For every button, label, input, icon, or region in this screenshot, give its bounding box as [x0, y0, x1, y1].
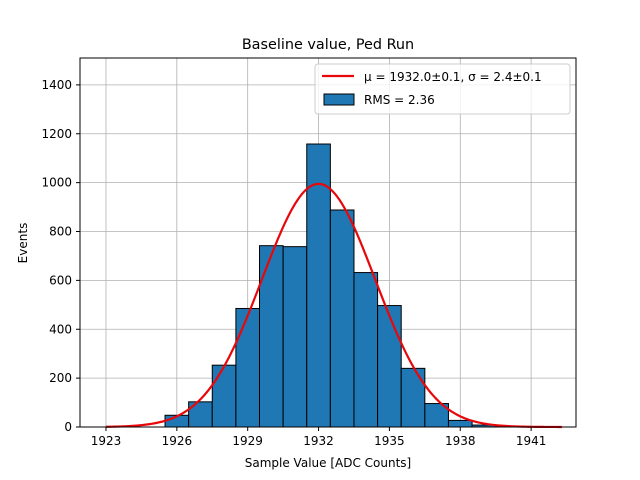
- x-tick-label: 1938: [445, 434, 476, 448]
- histogram-bar: [235, 307, 261, 428]
- y-axis-label: Events: [16, 223, 30, 264]
- legend-hist-label: RMS = 2.36: [364, 93, 435, 107]
- x-tick-label: 1923: [91, 434, 122, 448]
- histogram-bar: [211, 364, 237, 428]
- histogram-bar: [377, 305, 402, 428]
- x-axis-ticks: 1923 1926 1929 1932 1935 1938 1941: [91, 427, 547, 448]
- gaussian-fit: [105, 182, 562, 429]
- legend: μ = 1932.0±0.1, σ = 2.4±0.1 RMS = 2.36: [314, 63, 571, 115]
- histogram-bars: [164, 143, 520, 428]
- x-tick-label: 1929: [232, 434, 263, 448]
- x-tick-label: 1926: [162, 434, 193, 448]
- histogram-bar: [353, 272, 379, 428]
- x-tick-label: 1932: [303, 434, 334, 448]
- histogram-bar: [282, 246, 308, 428]
- x-axis-label: Sample Value [ADC Counts]: [245, 456, 411, 470]
- x-tick-label: 1935: [374, 434, 405, 448]
- gaussian-fit-curve: [105, 182, 562, 429]
- histogram-bar: [329, 209, 355, 428]
- legend-box: [314, 63, 571, 115]
- legend-fit-label: μ = 1932.0±0.1, σ = 2.4±0.1: [364, 70, 542, 84]
- chart-title: Baseline value, Ped Run: [242, 37, 414, 53]
- y-tick-label: 600: [49, 273, 72, 287]
- y-tick-label: 800: [49, 225, 72, 239]
- y-tick-label: 1400: [41, 78, 72, 92]
- x-tick-label: 1941: [516, 434, 547, 448]
- y-tick-label: 400: [49, 322, 72, 336]
- y-tick-label: 200: [49, 371, 72, 385]
- y-tick-label: 0: [64, 420, 72, 434]
- plot-frame: [79, 57, 577, 428]
- y-tick-label: 1000: [41, 176, 72, 190]
- histogram-bar: [400, 367, 426, 428]
- histogram-bar: [259, 245, 284, 428]
- histogram-bar: [447, 419, 473, 428]
- y-axis-ticks: 0 200 400 600 800 1000 1200 1400: [41, 78, 80, 434]
- legend-hist-swatch: [323, 93, 355, 106]
- y-tick-label: 1200: [41, 127, 72, 141]
